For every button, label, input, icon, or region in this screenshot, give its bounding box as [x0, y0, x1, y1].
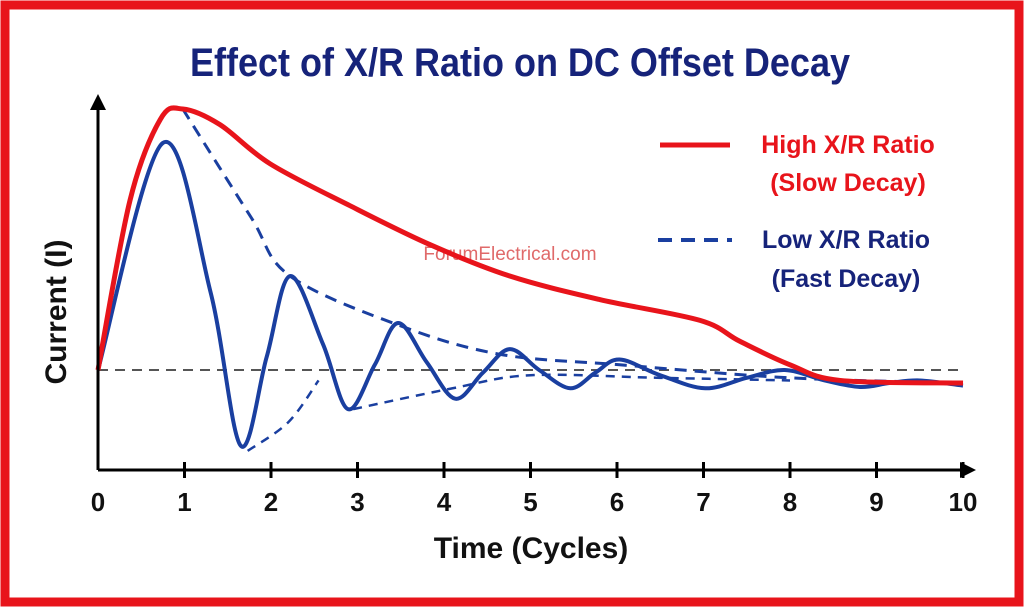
x-tick-label-3: 3: [350, 487, 364, 517]
y-axis-label: Current (I): [40, 240, 73, 385]
legend-high-sub: (Slow Decay): [770, 169, 926, 197]
legend-high-label: High X/R Ratio: [761, 131, 935, 159]
chart-title: Effect of X/R Ratio on DC Offset Decay: [190, 41, 850, 85]
legend: High X/R Ratio (Slow Decay) Low X/R Rati…: [658, 131, 935, 293]
x-tick-label-2: 2: [264, 487, 278, 517]
x-tick-label-8: 8: [783, 487, 797, 517]
lower-envelope-0: [246, 379, 320, 452]
x-tick-label-10: 10: [949, 487, 978, 517]
x-tick-label-6: 6: [610, 487, 624, 517]
series-oscillation: [96, 139, 964, 449]
x-tick-label-5: 5: [523, 487, 537, 517]
y-axis-arrow: [90, 94, 106, 110]
series-low-xr-envelope: [181, 108, 964, 385]
legend-low-sub: (Fast Decay): [772, 265, 921, 293]
x-axis-label: Time (Cycles): [434, 532, 629, 565]
series-high-xr: [95, 105, 964, 386]
x-tick-label-1: 1: [177, 487, 191, 517]
legend-low-label: Low X/R Ratio: [762, 226, 930, 254]
x-tick-label-7: 7: [696, 487, 710, 517]
x-tick-label-4: 4: [437, 487, 452, 517]
x-tick-label-9: 9: [869, 487, 883, 517]
lower-envelope-1: [352, 373, 791, 411]
x-tick-label-0: 0: [91, 487, 105, 517]
